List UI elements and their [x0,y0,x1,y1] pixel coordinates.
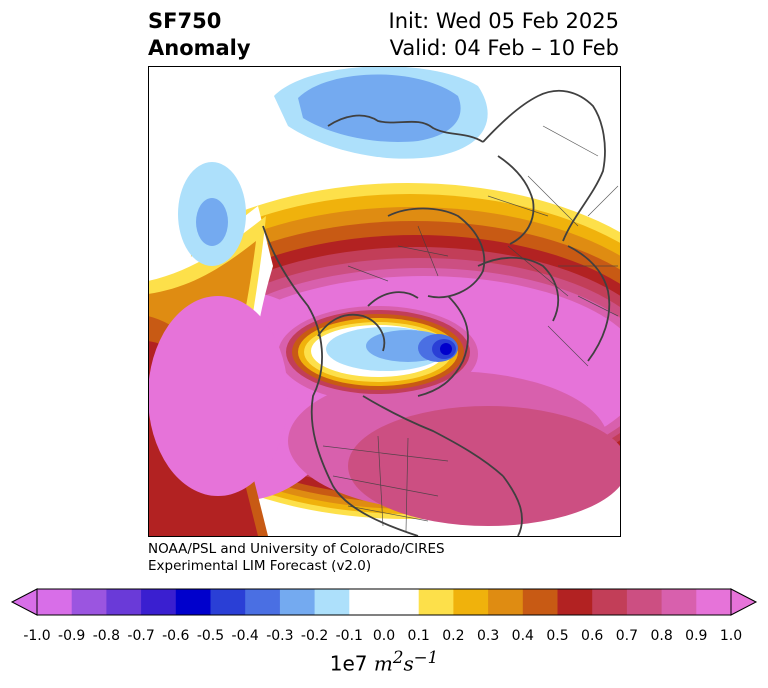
credit-line-1: NOAA/PSL and University of Colorado/CIRE… [148,541,445,557]
colorbar-segment [522,589,558,615]
colorbar-segment [210,589,246,615]
colorbar-segment [626,589,663,615]
colorbar-segment [71,589,107,615]
colorbar-max-arrow [730,588,758,616]
colorbar-tick-label: -0.1 [335,628,363,644]
colorbar-segment [106,589,142,615]
colorbar-segment [418,589,454,615]
credit-line-2: Experimental LIM Forecast (v2.0) [148,558,372,574]
colorbar-tick-label: -0.3 [266,628,294,644]
colorbar-segment [175,589,211,615]
colorbar-tick-label: -0.6 [162,628,190,644]
colorbar-tick-label: 0.9 [685,628,708,644]
variable-label: SF750 [148,9,222,33]
colorbar-segment [453,589,489,615]
valid-range-label: Valid: 04 Feb – 10 Feb [389,36,619,60]
anomaly-map [148,66,621,537]
colorbar-segment [141,589,177,615]
colorbar-tick-label: -0.7 [127,628,155,644]
colorbar-segment [245,589,281,615]
political-borders [322,125,619,532]
colorbar-tick-label: 0.8 [650,628,673,644]
colorbar-tick-label: -0.5 [196,628,225,644]
colorbar-segment [37,589,73,615]
colorbar-tick-label: -0.4 [231,628,259,644]
colorbar-segment [661,589,697,615]
colorbar-segment [314,589,350,615]
plot-title-right: Init: Wed 05 Feb 2025 Valid: 04 Feb – 10… [389,8,619,62]
colorbar-segment [557,589,593,615]
colorbar-segment [488,589,524,615]
init-date-label: Init: Wed 05 Feb 2025 [388,9,619,33]
colorbar-tick-label: -1.0 [23,628,51,644]
colorbar-tick-label: 0.6 [581,628,604,644]
colorbar-tick-label: -0.8 [92,628,121,644]
colorbar-tick-label: 0.1 [407,628,430,644]
colorbar-tick-label: 0.7 [615,628,639,644]
colorbar-tick-label: -0.9 [58,628,86,644]
data-credit: NOAA/PSL and University of Colorado/CIRE… [148,541,445,575]
colorbar-segment [592,589,628,615]
colorbar-min-arrow [10,588,38,616]
colorbar [10,588,758,616]
colorbar-tick-label: 0.5 [546,628,569,644]
colorbar-tick-label: 0.0 [372,628,396,644]
plot-title-left: SF750 Anomaly [148,8,251,62]
coastlines [262,89,611,537]
colorbar-segment [279,589,316,615]
colorbar-tick-label: 1.0 [719,628,743,644]
colorbar-unit-label: 1e7 m2s−1 [329,648,439,676]
colorbar-tick-label: 0.3 [476,628,500,644]
colorbar-segment [696,589,732,615]
field-type-label: Anomaly [148,36,251,60]
colorbar-tick-label: 0.2 [442,628,465,644]
colorbar-tick-label: -0.2 [300,628,329,644]
colorbar-segment [384,589,420,615]
colorbar-tick-label: 0.4 [511,628,534,644]
colorbar-segment [349,589,385,615]
